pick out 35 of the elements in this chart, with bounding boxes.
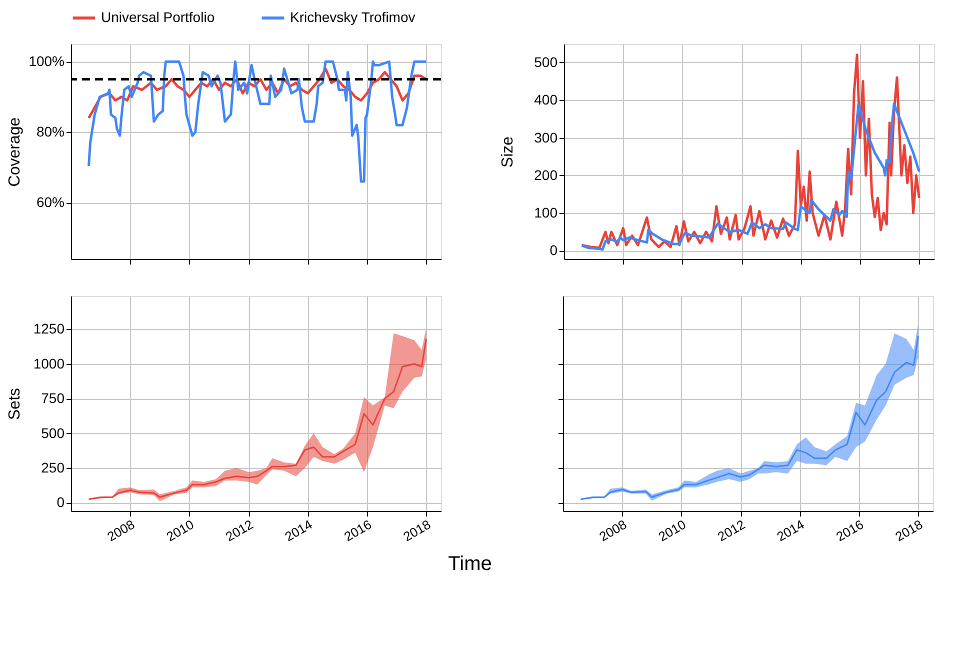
x-tick-label: 2008 bbox=[104, 516, 138, 544]
line-series bbox=[88, 60, 428, 183]
y-tick-label: 250 bbox=[41, 459, 65, 476]
x-tick-label: 2016 bbox=[341, 516, 374, 544]
y-tick-label: 80% bbox=[36, 124, 64, 140]
y-tick-label: 300 bbox=[534, 129, 558, 146]
y-tick-label: 60% bbox=[36, 194, 64, 210]
y-tick-label: 1250 bbox=[33, 320, 65, 337]
y-axis-title: Size bbox=[500, 136, 516, 168]
y-tick-label: 100 bbox=[534, 204, 558, 221]
x-tick-label: 2012 bbox=[715, 516, 748, 544]
legend-label: Krichevsky Trofimov bbox=[290, 9, 416, 25]
y-tick-label: 0 bbox=[550, 242, 558, 258]
y-tick-label: 750 bbox=[41, 390, 65, 406]
y-tick-label: 400 bbox=[534, 92, 558, 108]
x-tick-label: 2012 bbox=[223, 516, 256, 544]
y-axis-title: Coverage bbox=[6, 117, 24, 187]
y-tick-label: 200 bbox=[534, 166, 558, 183]
y-tick-label: 500 bbox=[41, 424, 65, 441]
x-tick-label: 2010 bbox=[656, 516, 688, 544]
x-tick-label: 2018 bbox=[400, 516, 434, 544]
y-axis-title: Sets bbox=[6, 388, 24, 420]
x-axis-title: Time bbox=[448, 553, 492, 576]
x-tick-label: 2018 bbox=[892, 516, 926, 544]
x-tick-label: 2008 bbox=[596, 516, 630, 544]
x-tick-label: 2014 bbox=[774, 516, 807, 544]
y-tick-label: 100% bbox=[28, 53, 64, 70]
x-tick-label: 2014 bbox=[282, 516, 315, 544]
y-tick-label: 0 bbox=[56, 494, 65, 510]
x-tick-label: 2010 bbox=[164, 516, 196, 544]
y-tick-label: 500 bbox=[534, 54, 558, 70]
line-series bbox=[580, 102, 920, 251]
y-tick-label: 1000 bbox=[33, 355, 65, 372]
legend-label: Universal Portfolio bbox=[101, 9, 215, 25]
x-tick-label: 2016 bbox=[833, 516, 866, 544]
